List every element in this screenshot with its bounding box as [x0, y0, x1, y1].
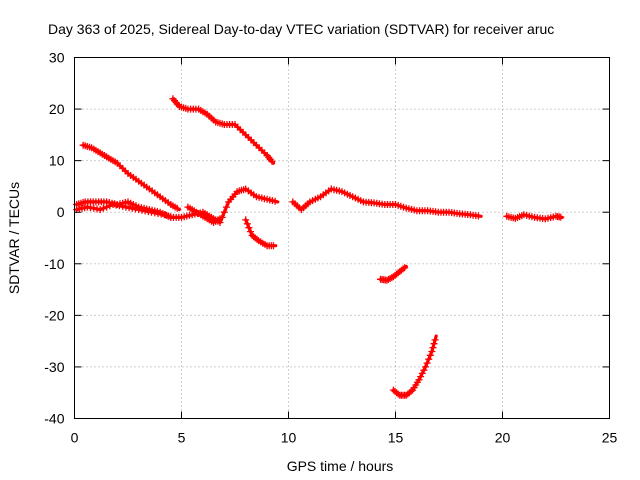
data-point-marker [167, 213, 175, 221]
y-tick-label: -30 [44, 359, 64, 375]
data-point-marker [216, 215, 224, 223]
y-tick-label: -20 [44, 307, 64, 323]
y-tick-label: 0 [57, 204, 65, 220]
data-point-marker [425, 355, 433, 363]
plot-frame [74, 57, 610, 419]
data-point-marker [271, 197, 279, 205]
data-point-marker [268, 157, 276, 165]
data-point-marker [423, 359, 431, 367]
data-point-marker [135, 206, 143, 214]
data-point-marker [247, 228, 254, 236]
data-point-marker [399, 265, 407, 273]
data-point-marker [557, 213, 565, 221]
data-point-marker [394, 390, 402, 398]
x-axis-label: GPS time / hours [287, 458, 394, 474]
grid [74, 57, 610, 419]
data-point-marker [418, 369, 426, 377]
data-point-marker [119, 202, 127, 210]
data-point-marker [243, 220, 251, 228]
y-tick-label: 20 [49, 101, 65, 117]
data-point-marker [103, 203, 111, 211]
data-point-marker [474, 212, 482, 220]
data-point-marker [90, 204, 98, 212]
data-point-marker [253, 235, 261, 243]
y-tick-label: 10 [49, 153, 65, 169]
x-tick-label: 25 [602, 430, 618, 446]
x-tick-label: 10 [281, 430, 297, 446]
axis-ticks: 0 5 10 15 20 25 -40 -30 -20 -10 0 10 20 30 [44, 50, 617, 446]
data-point-marker [173, 204, 181, 212]
data-point-marker [415, 376, 423, 384]
data-point-marker [245, 224, 253, 232]
x-tick-label: 15 [388, 430, 404, 446]
data-point-marker [128, 204, 136, 212]
data-point-marker [430, 340, 438, 348]
data-point-marker [148, 208, 155, 216]
data-point-marker [222, 203, 230, 211]
y-tick-label: 30 [49, 50, 65, 66]
data-point-marker [270, 242, 277, 250]
data-point-marker [431, 336, 439, 344]
data-point-marker [429, 344, 437, 352]
data-point-marker [420, 366, 428, 374]
data-point-marker [426, 351, 434, 359]
data-point-marker [106, 202, 114, 210]
data-point-marker [422, 363, 429, 371]
data-point-marker [407, 387, 415, 395]
y-axis-label: SDTVAR / TECUs [6, 182, 22, 294]
y-tick-label: -40 [44, 411, 64, 427]
data-point-marker [401, 264, 409, 272]
x-tick-label: 5 [178, 430, 186, 446]
data-point-marker [99, 204, 107, 212]
chart-title: Day 363 of 2025, Sidereal Day-to-day VTE… [48, 21, 554, 37]
data-point-marker [141, 207, 149, 215]
data-point-marker [428, 348, 436, 355]
y-tick-label: -10 [44, 256, 64, 272]
data-point-marker [220, 208, 228, 216]
data-point-marker [157, 210, 165, 218]
data-point-marker [96, 206, 104, 214]
data-point-marker [242, 216, 250, 224]
x-tick-label: 20 [495, 430, 511, 446]
x-tick-label: 0 [71, 430, 79, 446]
data-point-marker [112, 201, 120, 209]
series-group [73, 95, 565, 399]
